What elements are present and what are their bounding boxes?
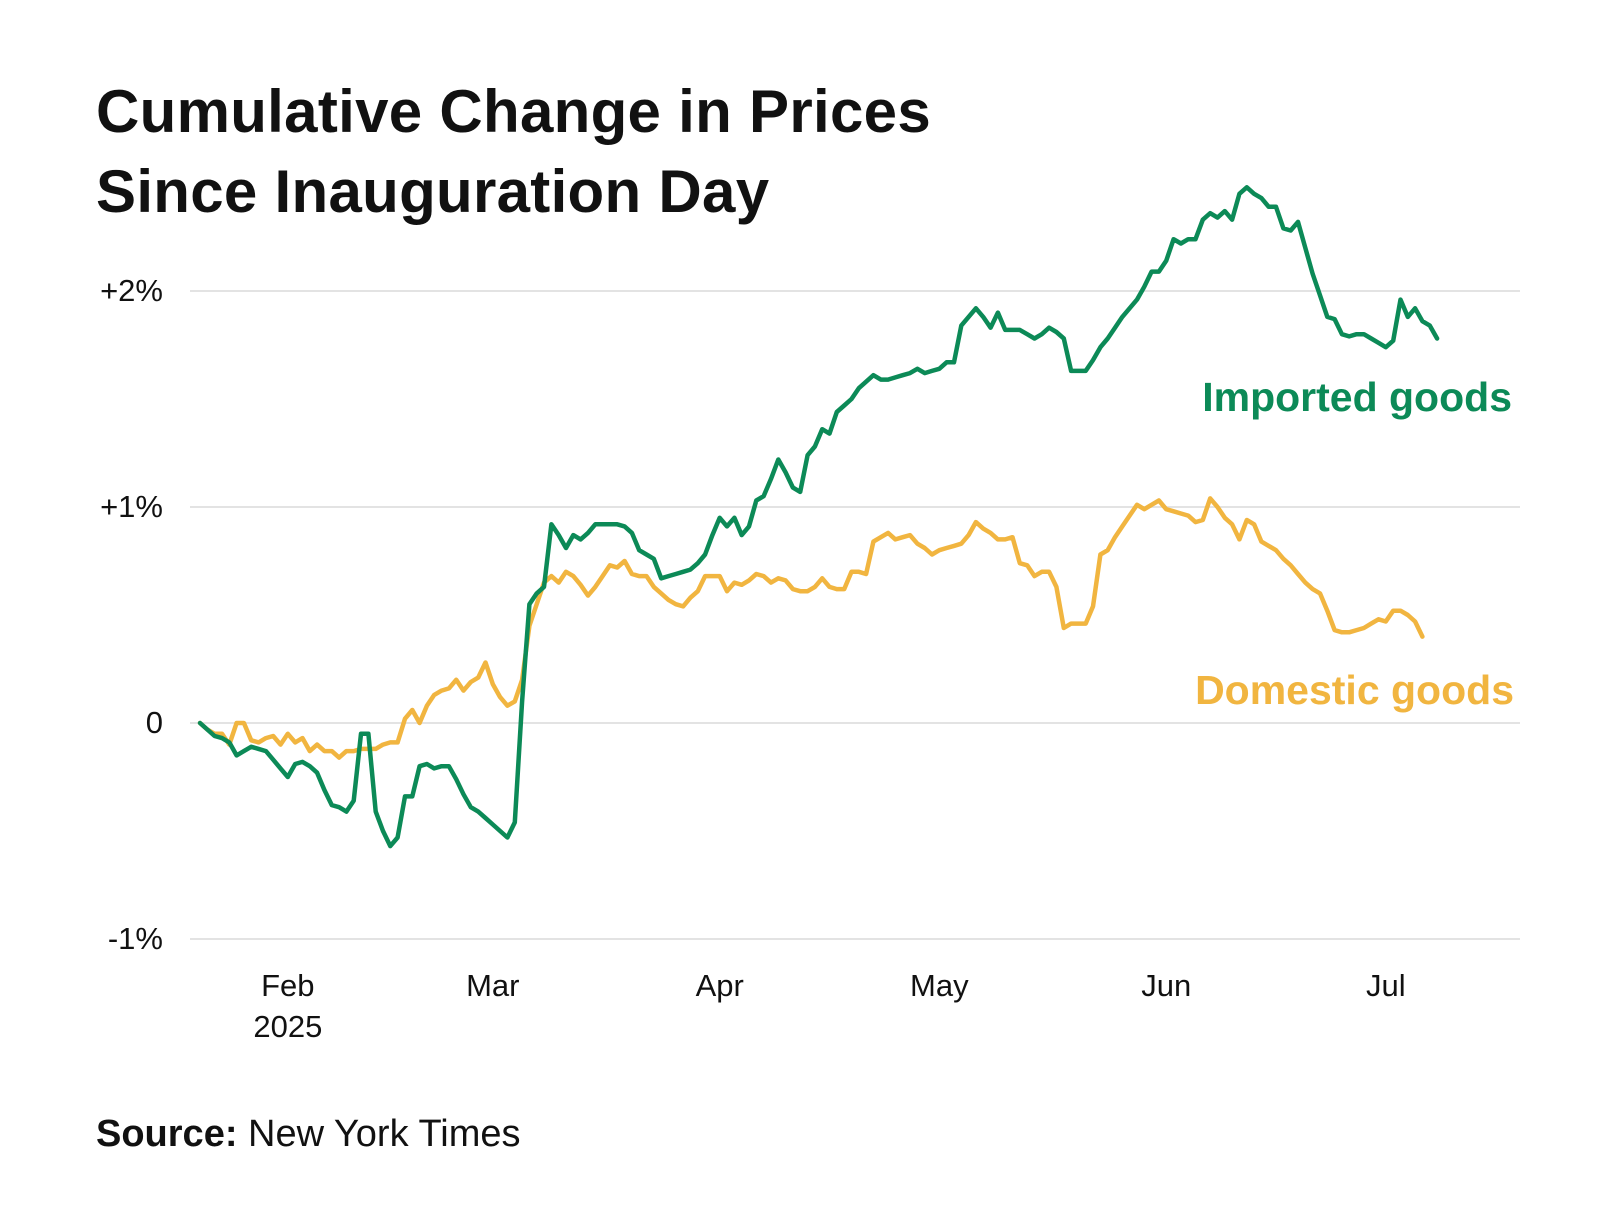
x-axis-labels: Feb 2025 Mar Apr May Jun Jul bbox=[253, 968, 1405, 1044]
source-note: Source: New York Times bbox=[96, 1110, 521, 1158]
series-lines bbox=[197, 185, 1440, 849]
x-tick-label: Jul bbox=[1366, 968, 1406, 1003]
x-tick-sublabel: 2025 bbox=[253, 1009, 322, 1044]
series-label-domestic-goods: Domestic goods bbox=[1195, 667, 1514, 713]
y-tick-label: +2% bbox=[100, 273, 163, 308]
source-label: Source: bbox=[96, 1113, 238, 1155]
y-tick-label: +1% bbox=[100, 489, 163, 524]
series-label-imported-goods: Imported goods bbox=[1202, 374, 1512, 420]
series-line-imported-goods bbox=[197, 185, 1440, 849]
y-tick-label: -1% bbox=[108, 921, 163, 956]
x-tick-label: May bbox=[910, 968, 969, 1003]
x-tick-label: Feb bbox=[261, 968, 314, 1003]
source-text: New York Times bbox=[248, 1113, 521, 1155]
x-tick-label: Apr bbox=[696, 968, 744, 1003]
gridlines bbox=[190, 290, 1520, 940]
y-axis-labels: +2% +1% 0 -1% bbox=[100, 273, 163, 956]
y-tick-label: 0 bbox=[146, 705, 163, 740]
chart-title-line-2: Since Inauguration Day bbox=[96, 158, 770, 225]
x-tick-label: Mar bbox=[466, 968, 519, 1003]
chart-title-line-1: Cumulative Change in Prices bbox=[96, 78, 932, 145]
series-line-domestic-goods bbox=[197, 496, 1425, 760]
chart-title: Cumulative Change in Prices Since Inaugu… bbox=[96, 72, 931, 232]
x-tick-label: Jun bbox=[1141, 968, 1191, 1003]
